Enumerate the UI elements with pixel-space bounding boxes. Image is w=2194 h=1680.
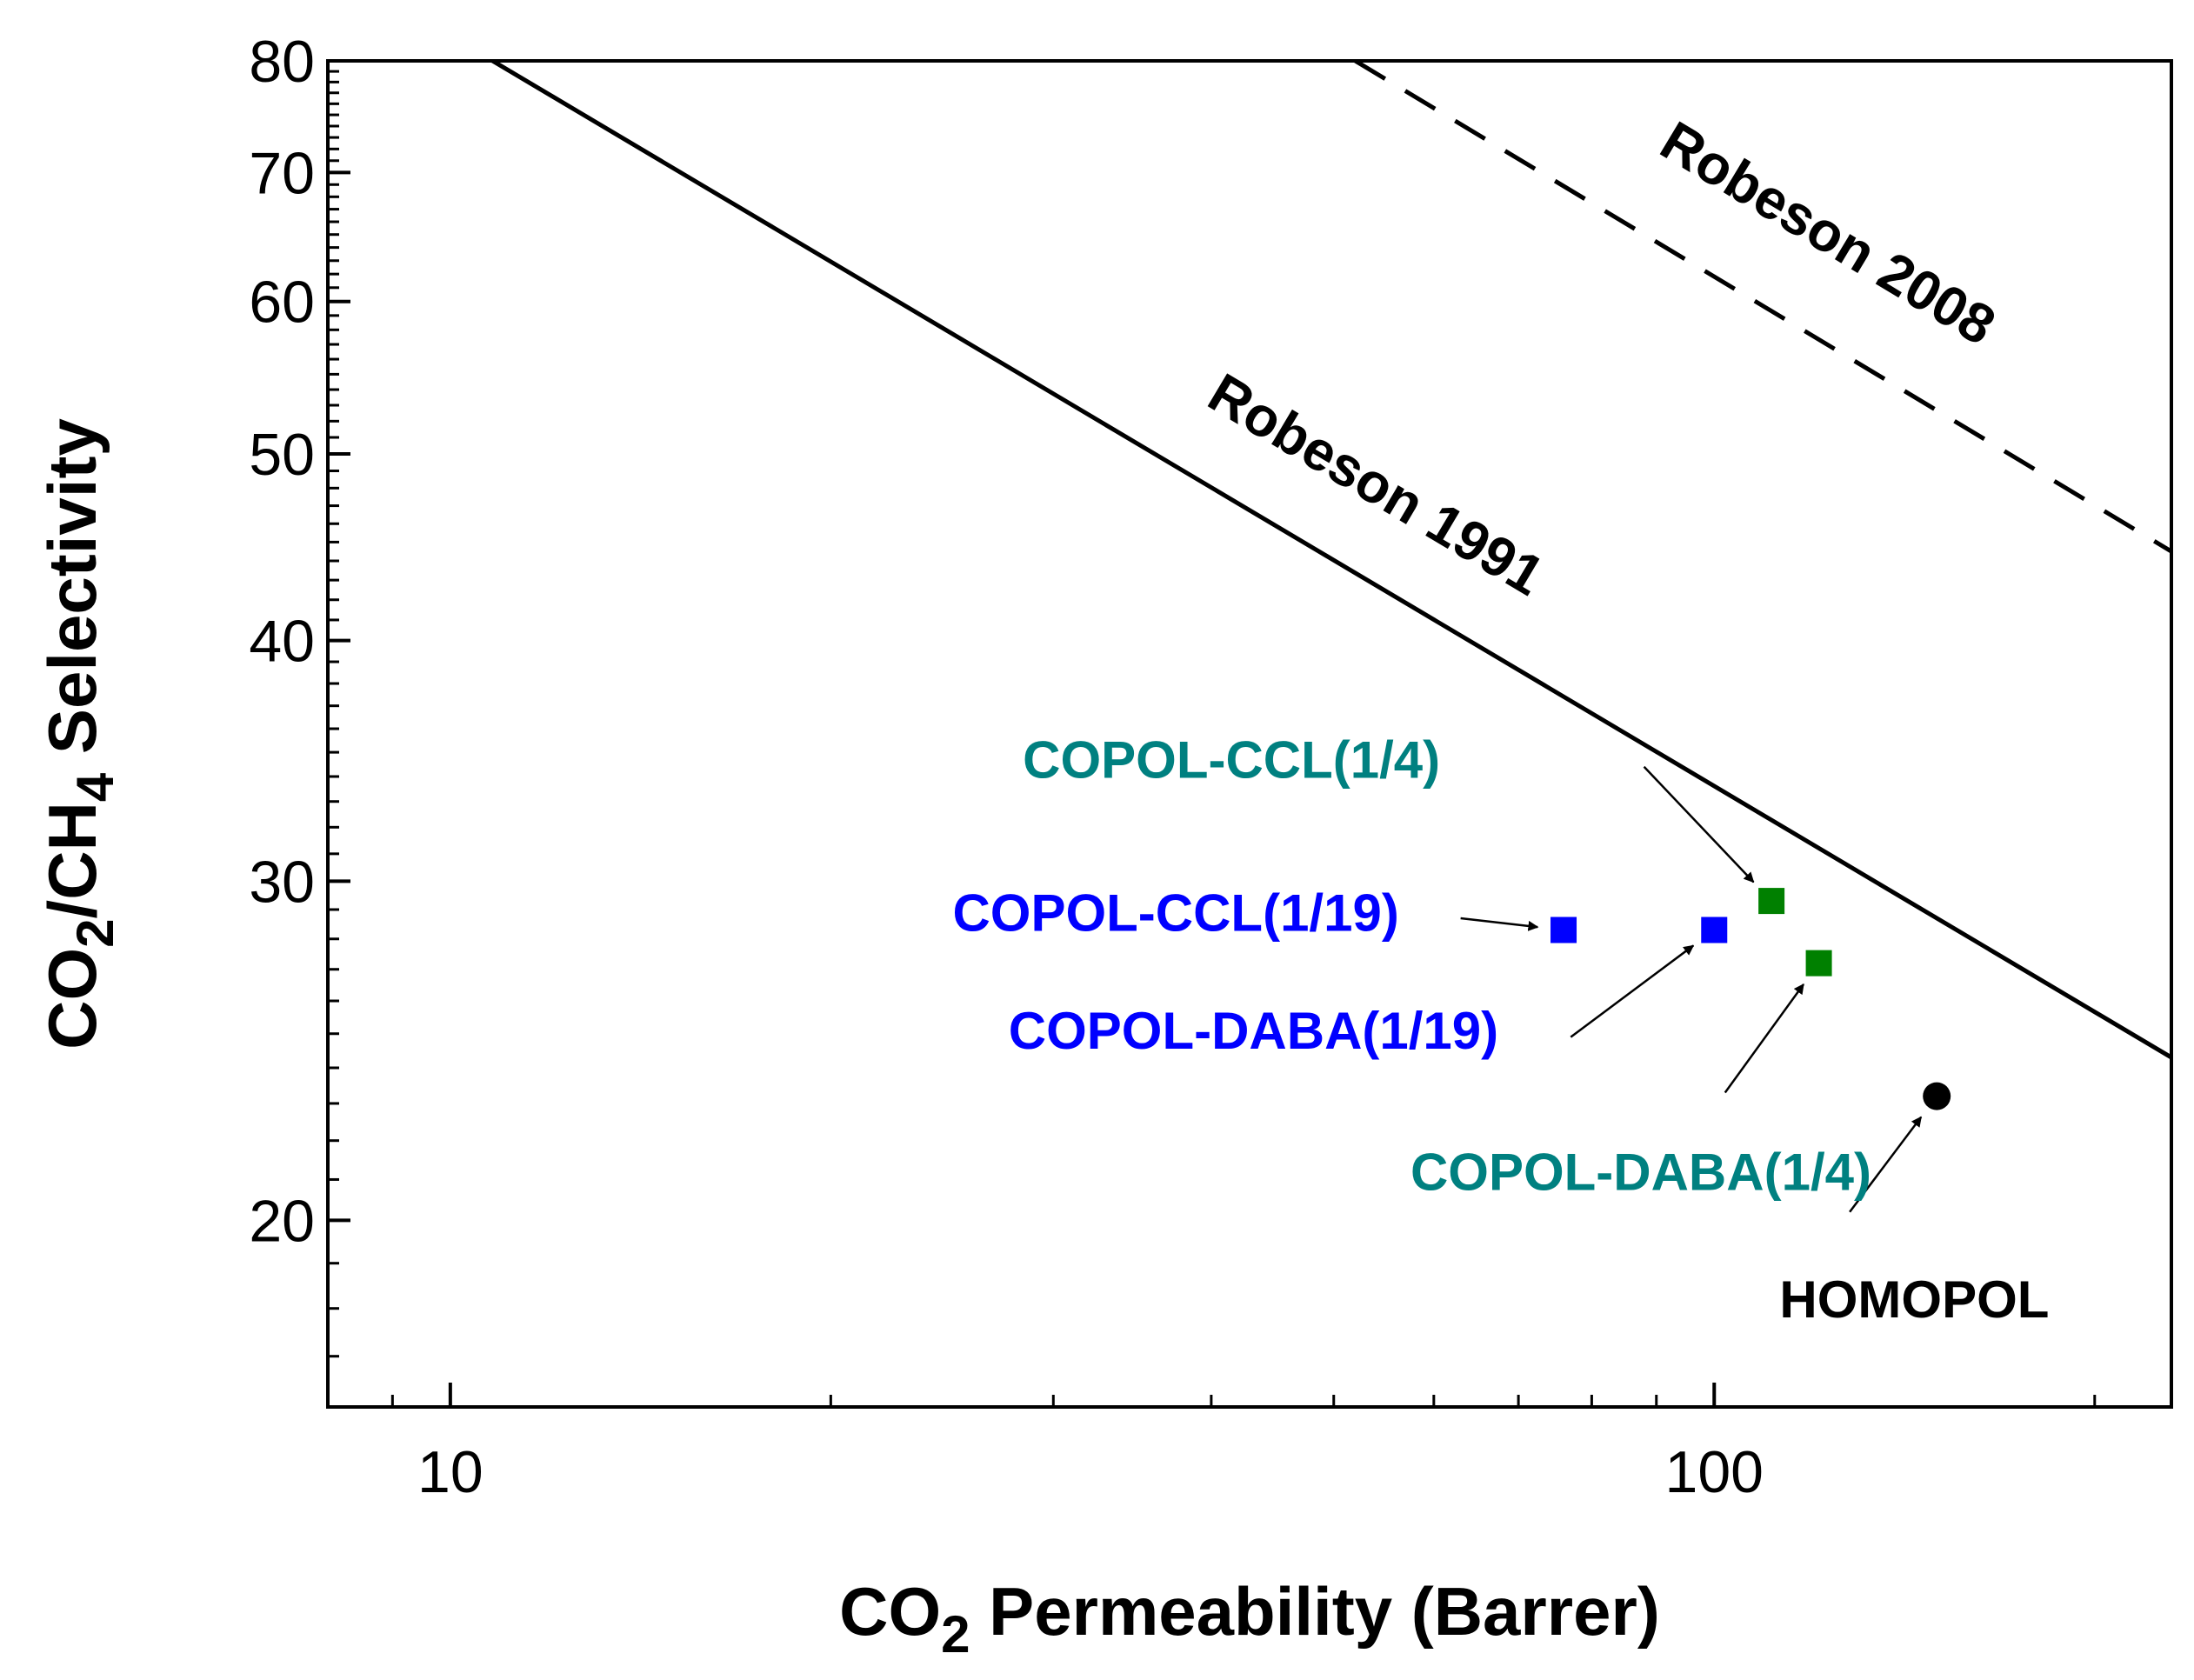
annotation-arrow bbox=[1849, 1116, 1923, 1213]
x-axis-title-suffix: Permeability (Barrer) bbox=[970, 1573, 1660, 1650]
x-tick-label: 100 bbox=[1665, 1439, 1764, 1505]
point-label: COPOL-CCL(1/19) bbox=[952, 883, 1398, 942]
robeson-1991-line bbox=[491, 61, 2171, 1060]
y-tick-label: 40 bbox=[249, 609, 315, 675]
y-axis-title-part1: CO bbox=[34, 948, 110, 1050]
x-axis-title: CO2 Permeability (Barrer) bbox=[839, 1573, 1660, 1663]
data-point bbox=[1923, 1082, 1951, 1110]
annotation-arrow bbox=[1643, 765, 1755, 883]
point-label: HOMOPOL bbox=[1779, 1270, 2049, 1329]
x-axis-title-sub: 2 bbox=[941, 1605, 970, 1663]
robeson-2008-label: Robeson 2008 bbox=[1651, 109, 2006, 357]
robeson-2008-line bbox=[1354, 61, 2171, 554]
data-point bbox=[1701, 917, 1728, 943]
data-point bbox=[1805, 950, 1832, 977]
x-axis-title-prefix: CO bbox=[839, 1573, 941, 1650]
plot-frame bbox=[326, 59, 2173, 1409]
y-tick-label: 80 bbox=[249, 29, 315, 95]
annotation-arrow bbox=[1570, 944, 1695, 1038]
data-point bbox=[1758, 888, 1785, 915]
x-tick-label: 10 bbox=[417, 1439, 483, 1505]
point-label: COPOL-DABA(1/4) bbox=[1410, 1143, 1871, 1201]
y-axis-title-sub2: 4 bbox=[66, 772, 124, 802]
robeson-1991-label: Robeson 1991 bbox=[1198, 361, 1555, 607]
y-axis-title-part2: /CH bbox=[34, 802, 110, 918]
y-tick-label: 30 bbox=[249, 849, 315, 915]
y-axis-title-part3: Selectivity bbox=[34, 418, 110, 773]
annotation-arrow bbox=[1460, 917, 1539, 931]
data-point bbox=[1550, 917, 1577, 943]
y-tick-label: 50 bbox=[249, 422, 315, 488]
y-tick-label: 70 bbox=[249, 140, 315, 206]
annotation-arrow bbox=[1724, 983, 1804, 1094]
y-axis-title: CO2/CH4 Selectivity bbox=[34, 418, 124, 1050]
y-tick-label: 60 bbox=[249, 270, 315, 336]
y-axis-title-sub1: 2 bbox=[66, 918, 124, 947]
point-label: COPOL-CCL(1/4) bbox=[1023, 730, 1440, 789]
y-tick-label: 20 bbox=[249, 1188, 315, 1254]
point-label: COPOL-DABA(1/19) bbox=[1009, 1002, 1498, 1060]
